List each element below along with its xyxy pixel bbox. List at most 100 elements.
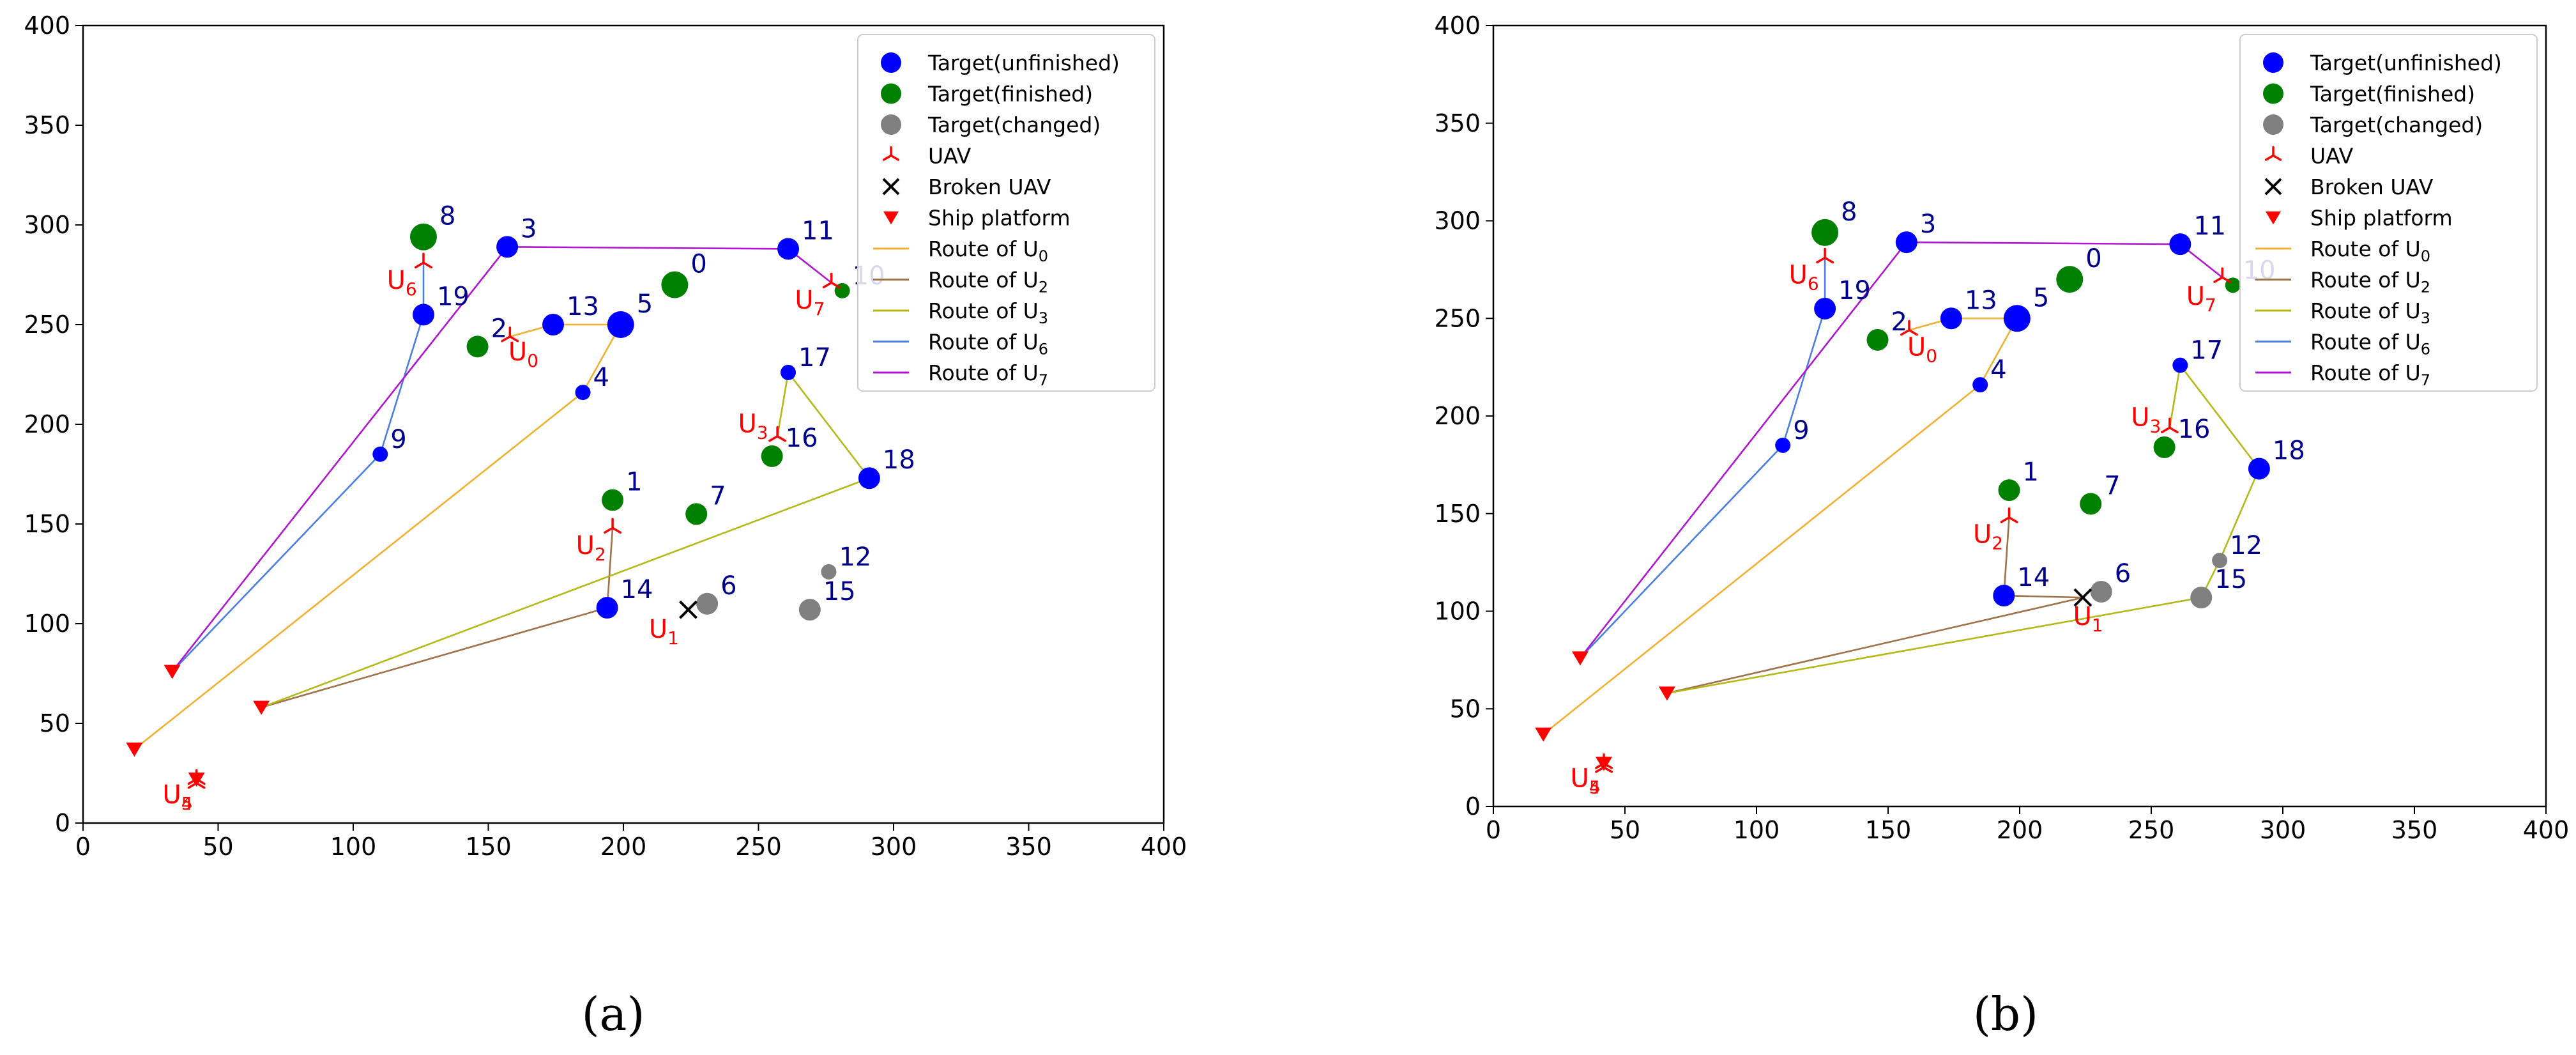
target-point: [685, 503, 708, 525]
ship-platform-marker: [253, 700, 270, 715]
legend-label-text: Target(changed): [2310, 112, 2483, 137]
target-label: 12: [839, 543, 871, 572]
uav-marker-arm-right: [830, 281, 841, 289]
axis-ticks: 0 50 100 150 200 250 300 350 4000501001502002503…: [1434, 12, 2569, 844]
route-u7: [171, 246, 832, 672]
legend-box: [2239, 34, 2538, 392]
legend-marker: [2263, 83, 2283, 104]
broken-uav-marker: [679, 600, 697, 619]
broken-uav-marker: [2073, 588, 2092, 607]
uav-marker-arm-right: [1908, 328, 1918, 336]
uav-label: U5: [162, 780, 192, 814]
x-tick-label: 50: [202, 833, 233, 861]
legend-item: Route of U0: [2255, 236, 2430, 265]
y-tick-label: 350: [24, 111, 70, 139]
uav-label-letter: U: [2186, 282, 2205, 311]
legend-item: Route of U6: [2255, 330, 2430, 358]
legend-label: Route of U6: [2310, 330, 2430, 358]
uav-label-sub: 5: [1589, 776, 1601, 797]
target-label: 3: [1920, 210, 1936, 239]
broken-uav-label: U1: [2073, 602, 2103, 636]
legend-item: Route of U7: [873, 360, 1048, 389]
legend-marker: [2264, 178, 2282, 196]
uav-marker: [187, 773, 206, 789]
y-tick-label: 350: [1434, 109, 1481, 137]
uav-label-letter: U: [795, 286, 813, 315]
target-point: [1895, 231, 1917, 254]
y-tick-label: 100: [24, 610, 70, 638]
uav-marker: [1900, 320, 1918, 336]
x-tick-label: 350: [1005, 833, 1052, 861]
legend-marker: [883, 211, 899, 225]
x-tick-label: 400: [2523, 816, 2570, 844]
target-point: [1775, 437, 1791, 453]
uav-marker-arm-right: [1603, 762, 1613, 769]
legend-marker: [881, 83, 901, 104]
x-tick-label: 350: [2391, 816, 2438, 844]
uav-marker: [501, 326, 519, 343]
legend-label: Ship platform: [2310, 206, 2453, 231]
target-point: [2153, 436, 2176, 458]
uav-label-sub: 3: [757, 422, 768, 443]
legend-label-text: UAV: [2310, 144, 2354, 169]
broken-uavs: U1: [649, 600, 697, 649]
uav-label: U3: [2131, 403, 2161, 436]
legend-label: UAV: [928, 144, 972, 169]
target-point: [661, 271, 689, 298]
legend-label-text: Target(unfinished): [2310, 50, 2502, 75]
legend-label: Route of U2: [928, 268, 1048, 296]
legend-label: Target(unfinished): [2310, 50, 2502, 75]
legend-label-text: Route of U: [2310, 330, 2421, 355]
legend-item: Broken UAV: [882, 174, 1051, 199]
y-tick-label: 150: [1434, 500, 1481, 528]
legend-label-text: Target(finished): [2310, 82, 2475, 107]
broken-uav-marker-stroke-b: [2073, 588, 2092, 607]
legend-label-text: Route of U: [2310, 298, 2421, 323]
route-u3: [261, 371, 871, 709]
uav-label-sub: 0: [1926, 345, 1937, 366]
x-tick-label: 200: [600, 833, 647, 861]
legend: Target(unfinished) Target(finished) Target…: [857, 34, 1155, 392]
y-tick-label: 300: [1434, 207, 1481, 235]
uav-label: U0: [508, 337, 538, 371]
target-point: [1993, 585, 2015, 607]
target-point: [1972, 377, 1988, 393]
legend-label-sub: 7: [2421, 371, 2430, 389]
target-point: [372, 446, 388, 462]
x-tick-label: 250: [2128, 816, 2175, 844]
uav-label-sub: 0: [527, 350, 538, 371]
uav-label: U6: [387, 266, 417, 300]
legend-item: Ship platform: [2266, 206, 2453, 231]
uav-label-sub: 7: [2205, 295, 2216, 316]
target-point: [2056, 266, 2084, 293]
legend-label-sub: 7: [1039, 371, 1048, 389]
legend-label: Route of U0: [2310, 236, 2430, 265]
legend-label: Target(finished): [927, 82, 1093, 107]
uav-marker-arm-left: [1816, 256, 1826, 264]
target-point: [781, 364, 796, 380]
uav-label-sub: 7: [814, 298, 825, 320]
legend-label-text: Target(changed): [927, 112, 1101, 137]
uav-marker-arm-left: [415, 261, 425, 269]
uav-label: U2: [1973, 520, 2003, 554]
legend-label: Target(finished): [2310, 82, 2475, 107]
uav-marker: [768, 426, 787, 442]
y-tick-label: 250: [24, 311, 70, 339]
legend-label-sub: 6: [2421, 341, 2430, 358]
uav-marker-arm-right: [508, 335, 519, 343]
uav-label-sub: 6: [406, 279, 417, 300]
uav-label-letter: U: [576, 531, 595, 560]
target-point: [821, 564, 837, 580]
target-point: [2090, 580, 2112, 603]
x-tick-label: 100: [1734, 816, 1780, 844]
target-label: 14: [621, 575, 653, 605]
legend-label-sub: 6: [1039, 341, 1048, 358]
uav-label-sub: 3: [2149, 415, 2161, 436]
y-tick-label: 50: [40, 709, 70, 737]
legend-item: UAV: [882, 144, 972, 169]
y-tick-label: 200: [1434, 402, 1481, 430]
target-label: 18: [883, 445, 915, 475]
route-u6: [171, 263, 425, 672]
target-label: 4: [593, 363, 609, 392]
